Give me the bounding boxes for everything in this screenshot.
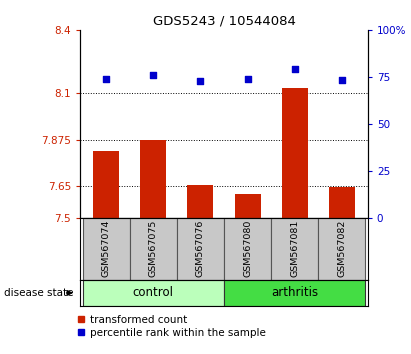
Text: GSM567081: GSM567081 (290, 220, 299, 278)
Text: GSM567075: GSM567075 (149, 220, 158, 278)
Bar (187, 185, 213, 218)
Bar (93, 151, 119, 218)
Point (197, 78, 204, 84)
Text: GSM567080: GSM567080 (243, 220, 252, 278)
Text: GSM567074: GSM567074 (102, 220, 111, 278)
Bar (83, 280, 224, 306)
Bar (83, 218, 129, 280)
Bar (129, 218, 177, 280)
Bar (271, 218, 319, 280)
Point (244, 76, 251, 82)
Bar (224, 280, 365, 306)
Point (339, 77, 345, 82)
Point (150, 72, 157, 78)
Text: GSM567082: GSM567082 (337, 220, 346, 278)
Bar (319, 218, 365, 280)
Bar (140, 139, 166, 218)
Point (291, 67, 298, 72)
Bar (329, 187, 355, 218)
Text: GSM567076: GSM567076 (196, 220, 205, 278)
Bar (235, 194, 261, 218)
Point (103, 76, 109, 82)
Text: disease state: disease state (4, 288, 74, 298)
Text: arthritis: arthritis (271, 286, 318, 299)
Bar (224, 218, 271, 280)
Bar (177, 218, 224, 280)
Legend: transformed count, percentile rank within the sample: transformed count, percentile rank withi… (77, 315, 266, 338)
Title: GDS5243 / 10544084: GDS5243 / 10544084 (152, 15, 296, 28)
Text: control: control (133, 286, 174, 299)
Bar (282, 88, 308, 218)
